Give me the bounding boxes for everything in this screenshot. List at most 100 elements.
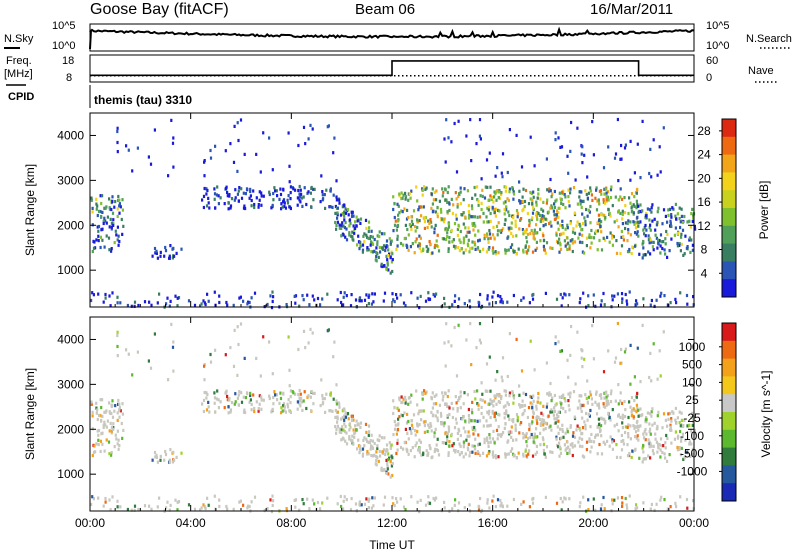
power-echo-cell	[683, 252, 686, 256]
power-echo-cell	[156, 256, 159, 260]
power-echo-cell	[628, 290, 631, 294]
velocity-echo-cell	[435, 443, 438, 447]
power-echo-cell	[468, 299, 471, 303]
power-echo-cell	[288, 205, 291, 209]
velocity-echo-cell	[462, 440, 465, 444]
velocity-echo-cell	[621, 413, 624, 417]
power-echo-cell	[281, 205, 284, 209]
power-echo-cell	[416, 199, 419, 203]
velocity-echo-cell	[495, 428, 499, 432]
noise-search-label: N.Search	[746, 33, 792, 45]
velocity-echo-cell	[344, 424, 347, 429]
velocity-echo-cell	[596, 433, 600, 437]
velocity-echo-cell	[686, 506, 689, 510]
velocity-echo-cell	[116, 354, 119, 358]
power-echo-cell	[557, 206, 560, 210]
velocity-echo-cell	[639, 380, 642, 384]
velocity-echo-cell	[428, 501, 432, 505]
colorbar-tick-label: -25	[683, 411, 701, 425]
power-echo-cell	[575, 224, 578, 228]
power-panel-frame	[89, 112, 695, 308]
power-echo-cell	[373, 249, 376, 253]
velocity-echo-cell	[355, 419, 358, 423]
power-echo-cell	[460, 247, 463, 251]
velocity-echo-cell	[641, 323, 644, 327]
colorbar-tick-label: 16	[697, 195, 711, 209]
power-echo-cell	[494, 214, 497, 218]
power-echo-cell	[348, 231, 351, 235]
velocity-echo-cell	[617, 429, 620, 433]
power-echo-cell	[357, 234, 360, 238]
velocity-echo-cell	[358, 451, 361, 455]
velocity-echo-cell	[644, 438, 647, 442]
power-echo-cell	[407, 215, 410, 220]
velocity-echo-cell	[639, 407, 642, 411]
velocity-echo-cell	[624, 408, 627, 412]
velocity-echo-cell	[559, 447, 562, 451]
power-echo-cell	[110, 227, 113, 231]
velocity-echo-cell	[619, 361, 622, 365]
power-echo-cell	[487, 237, 490, 241]
power-echo-cell	[393, 300, 396, 304]
velocity-echo-cell	[680, 411, 683, 415]
velocity-echo-cell	[375, 458, 378, 463]
velocity-echo-cell	[116, 499, 119, 503]
power-y-axis-label: Slant Range [km]	[23, 164, 37, 256]
velocity-echo-cell	[117, 398, 120, 403]
velocity-echo-cell	[560, 508, 563, 512]
power-echo-cell	[676, 231, 680, 235]
velocity-echo-cell	[450, 432, 453, 436]
velocity-echo-cell	[392, 502, 395, 506]
power-echo-cell	[567, 188, 570, 192]
power-echo-cell	[621, 222, 624, 226]
power-echo-cell	[340, 300, 343, 305]
power-echo-cell	[518, 199, 521, 203]
velocity-echo-cell	[501, 379, 504, 383]
velocity-echo-cell	[538, 417, 541, 421]
velocity-echo-cell	[521, 399, 524, 403]
velocity-echo-cell	[528, 422, 531, 427]
velocity-echo-cell	[522, 436, 525, 440]
velocity-echo-cell	[659, 374, 662, 378]
colorbar-tick-label: 8	[701, 243, 708, 257]
power-echo-cell	[670, 215, 673, 219]
power-echo-cell	[503, 207, 506, 212]
power-echo-cell	[371, 235, 374, 239]
velocity-echo-cell	[445, 322, 448, 326]
power-echo-cell	[537, 192, 540, 196]
velocity-echo-cell	[488, 506, 491, 510]
velocity-echo-cell	[489, 415, 492, 420]
y-tick-label: 4000	[57, 332, 84, 346]
velocity-echo-cell	[288, 409, 291, 413]
power-echo-cell	[103, 216, 106, 220]
velocity-echo-cell	[390, 443, 393, 447]
power-echo-cell	[389, 256, 392, 260]
velocity-echo-cell	[451, 415, 454, 420]
velocity-echo-cell	[410, 423, 414, 427]
velocity-echo-cell	[607, 411, 610, 415]
power-echo-cell	[571, 249, 574, 254]
power-echo-cell	[473, 215, 476, 219]
velocity-echo-cell	[457, 427, 460, 431]
power-echo-cell	[683, 214, 686, 219]
velocity-echo-cell	[561, 428, 564, 432]
velocity-echo-cell	[410, 419, 413, 423]
velocity-echo-cell	[357, 444, 361, 448]
power-echo-cell	[215, 193, 218, 197]
velocity-echo-cell	[571, 442, 574, 446]
velocity-echo-cell	[474, 397, 477, 401]
velocity-echo-cell	[438, 403, 441, 407]
velocity-echo-cell	[608, 415, 611, 419]
power-echo-cell	[614, 195, 617, 199]
velocity-echo-cell	[665, 433, 668, 438]
power-echo-cell	[367, 220, 371, 224]
velocity-echo-cell	[428, 425, 431, 429]
velocity-echo-cell	[667, 412, 670, 416]
power-echo-cell	[348, 233, 351, 237]
power-echo-cell	[319, 303, 322, 307]
velocity-echo-cell	[523, 409, 526, 413]
power-echo-cell	[227, 207, 230, 211]
velocity-echo-cell	[133, 508, 136, 512]
velocity-echo-cell	[582, 403, 585, 407]
